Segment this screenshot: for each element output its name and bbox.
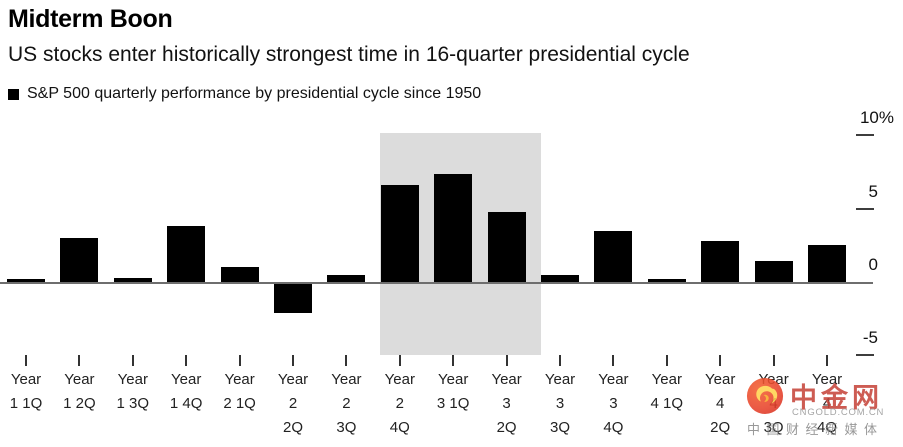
x-tick-mark bbox=[612, 355, 615, 366]
x-tick-mark bbox=[131, 355, 134, 366]
x-tick-mark bbox=[25, 355, 27, 366]
y-tick-label: 5 bbox=[868, 181, 878, 201]
x-axis-label: Year 2 4Q bbox=[384, 371, 415, 436]
y-tick-label: 10% bbox=[859, 108, 894, 128]
watermark-tagline: 中国财经新媒体 bbox=[747, 422, 884, 437]
bar-year-4-3q bbox=[754, 261, 793, 282]
bar-year-4-1q bbox=[647, 279, 686, 282]
y-tick-mark bbox=[856, 207, 874, 210]
bar-year-2-4q bbox=[380, 185, 419, 282]
x-axis-label: Year 3 3Q bbox=[544, 371, 576, 436]
y-tick-mark bbox=[856, 134, 874, 137]
x-axis-label: Year 2 1Q bbox=[223, 371, 256, 412]
x-axis-label: Year 1 1Q bbox=[9, 371, 43, 412]
bar-year-2-3q bbox=[327, 274, 366, 282]
x-axis-label: Year 1 2Q bbox=[63, 371, 96, 412]
x-axis-zero-line bbox=[0, 282, 873, 284]
bar-year-1-4q bbox=[167, 226, 206, 282]
legend-swatch-icon bbox=[8, 88, 19, 100]
x-tick-mark bbox=[78, 355, 81, 366]
x-tick-mark bbox=[238, 355, 241, 366]
x-tick-mark bbox=[719, 355, 722, 366]
y-tick-mark bbox=[856, 354, 874, 357]
bar-year-1-3q bbox=[113, 277, 152, 282]
x-axis-label: Year 3 4Q bbox=[598, 371, 629, 436]
x-axis-label: Year 4 2Q bbox=[705, 371, 736, 436]
site-watermark: 中金网 CNGOLD.COM.CN 中国财经新媒体 bbox=[744, 371, 902, 443]
chart-subtitle: US stocks enter historically strongest t… bbox=[8, 43, 690, 66]
bar-year-3-1q bbox=[434, 173, 473, 282]
chart-title: Midterm Boon bbox=[8, 5, 173, 33]
watermark-site-name: 中金网 bbox=[790, 383, 883, 413]
bar-year-4-2q bbox=[701, 240, 740, 282]
chart-legend: S&P 500 quarterly performance by preside… bbox=[8, 85, 481, 103]
bar-year-4-4q bbox=[808, 245, 846, 282]
y-tick-label: -5 bbox=[862, 328, 878, 348]
x-tick-mark bbox=[398, 355, 401, 366]
x-tick-mark bbox=[185, 355, 188, 366]
x-axis-label: Year 4 1Q bbox=[650, 371, 684, 412]
x-tick-mark bbox=[452, 355, 455, 366]
bar-year-1-2q bbox=[60, 238, 99, 282]
x-axis-label: Year 4 4Q bbox=[811, 371, 843, 436]
x-tick-mark bbox=[292, 355, 294, 366]
x-tick-mark bbox=[505, 355, 508, 366]
x-tick-mark bbox=[772, 355, 775, 366]
bar-year-1-1q bbox=[7, 279, 45, 282]
x-axis-label: Year 1 4Q bbox=[169, 371, 203, 412]
x-axis-label: Year 2 2Q bbox=[277, 371, 309, 436]
swirl-cloud-icon bbox=[746, 377, 784, 415]
bar-year-3-3q bbox=[541, 274, 579, 282]
x-axis-label: Year 3 1Q bbox=[436, 371, 470, 412]
x-axis-label: Year 3 2Q bbox=[491, 371, 522, 436]
x-tick-mark bbox=[559, 355, 561, 366]
bar-year-3-2q bbox=[487, 211, 526, 282]
x-tick-mark bbox=[665, 355, 668, 366]
x-tick-mark bbox=[345, 355, 348, 366]
y-tick-label: 0 bbox=[868, 255, 878, 274]
watermark-domain: CNGOLD.COM.CN bbox=[792, 407, 885, 418]
bar-year-2-2q bbox=[274, 283, 312, 313]
legend-label: S&P 500 quarterly performance by preside… bbox=[27, 85, 482, 102]
bar-year-2-1q bbox=[220, 267, 259, 282]
x-axis-label: Year 2 3Q bbox=[331, 371, 362, 436]
x-axis-label: Year 1 3Q bbox=[116, 371, 150, 412]
bar-year-3-4q bbox=[594, 230, 633, 282]
x-tick-mark bbox=[826, 355, 828, 366]
